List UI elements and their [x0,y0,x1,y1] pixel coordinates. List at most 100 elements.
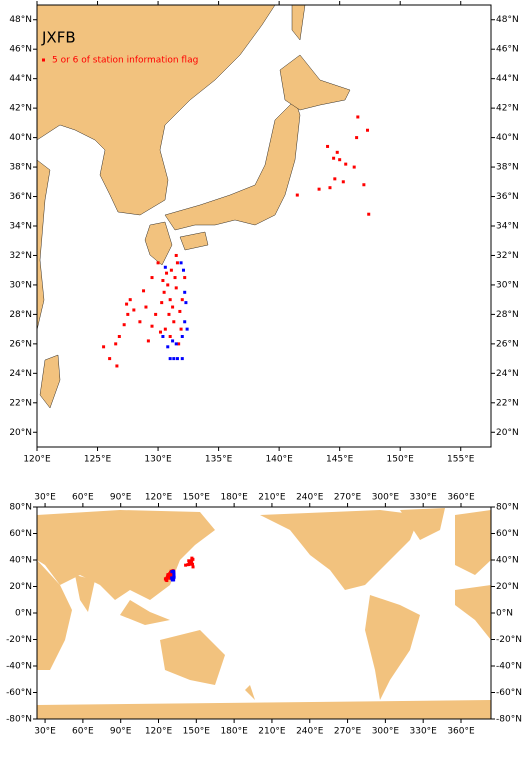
station-point [156,261,160,265]
x-tick-label: 120°E [23,0,51,1]
y-tick-label: -20°N [6,635,32,645]
land-global [37,508,491,719]
y-tick-label: 40°N [9,133,32,143]
station-point [171,576,175,580]
station-point [163,265,167,269]
legend-label: 5 or 6 of station information flag [52,56,198,66]
y-tick-label: 44°N [9,74,32,84]
x-tick-label: 120°E [23,455,51,465]
x-tick-label: 300°E [372,493,400,503]
station-point [335,150,339,154]
station-point [183,276,187,280]
y-tick-label: 0°N [496,609,513,619]
station-point [171,339,175,343]
y-tick-label: 80°N [496,503,519,513]
x-tick-label: 210°E [258,493,286,503]
x-tick-label: 120°E [145,727,173,737]
station-point [183,290,187,294]
y-tick-label: 38°N [496,163,519,173]
station-point [187,559,191,563]
station-point [167,312,171,316]
station-point [125,302,129,306]
y-tick-label: 48°N [496,15,519,25]
x-tick-label: 60°E [72,727,94,737]
station-point [172,357,176,361]
y-tick-label: 20°N [9,428,32,438]
y-tick-label: 34°N [9,222,32,232]
station-point [175,357,179,361]
x-tick-label: 150°E [387,0,415,1]
station-point [332,156,336,160]
x-tick-label: 360°E [447,727,475,737]
y-tick-label: 0°N [15,609,32,619]
station-point [177,342,181,346]
y-tick-label: 28°N [496,310,519,320]
station-point [117,335,121,338]
station-point [352,165,356,169]
station-point [178,309,182,313]
x-tick-label: 150°E [183,493,211,503]
station-point [132,308,136,312]
y-tick-label: 44°N [496,74,519,84]
station-point [295,193,299,197]
station-point [338,158,342,162]
station-point [191,557,195,561]
station-point [168,335,172,338]
y-tick-label: 60°N [9,529,32,539]
y-tick-label: 28°N [9,310,32,320]
y-tick-label: 40°N [496,556,519,566]
station-point [170,570,174,574]
y-tick-label: 30°N [496,280,519,290]
x-tick-label: 140°E [265,455,293,465]
station-point [180,335,184,338]
station-point [154,312,158,316]
x-tick-label: 135°E [205,0,233,1]
station-point [102,345,106,349]
x-tick-label: 30°E [34,493,56,503]
y-tick-label: 32°N [496,251,519,261]
x-tick-label: 270°E [334,493,362,503]
y-tick-label: 40°N [9,556,32,566]
station-point [161,335,165,338]
station-point [328,186,332,190]
x-tick-label: 180°E [220,493,248,503]
station-point [183,320,187,324]
station-point [179,327,183,331]
x-tick-label: 130°E [144,455,172,465]
x-tick-label: 150°E [387,455,415,465]
y-tick-label: 20°N [496,582,519,592]
station-point [181,268,185,272]
station-point [326,144,330,148]
station-point [126,312,130,316]
station-point [172,320,176,324]
y-tick-label: 46°N [496,45,519,55]
y-tick-label: 22°N [9,398,32,408]
x-tick-label: 150°E [183,727,211,737]
y-tick-label: 80°N [9,503,32,513]
x-tick-label: 155°E [447,0,475,1]
station-point [174,342,178,346]
y-tick-label: 34°N [496,222,519,232]
x-tick-label: 60°E [72,493,94,503]
y-tick-label: -80°N [496,715,522,725]
station-point [355,136,359,140]
y-tick-label: 24°N [496,369,519,379]
station-point [168,357,172,361]
x-tick-label: 240°E [296,727,324,737]
y-tick-label: 38°N [9,163,32,173]
station-point [191,565,195,569]
station-point [173,276,177,280]
station-point [185,327,189,331]
station-point [172,572,176,576]
y-tick-label: 22°N [496,398,519,408]
station-point [174,253,178,257]
station-point [165,271,169,275]
x-tick-label: 240°E [296,493,324,503]
station-point [356,115,360,119]
station-point [184,563,188,567]
y-tick-label: 36°N [9,192,32,202]
y-tick-label: 24°N [9,369,32,379]
station-point [366,128,370,132]
y-tick-label: 26°N [496,339,519,349]
station-point [138,320,142,324]
